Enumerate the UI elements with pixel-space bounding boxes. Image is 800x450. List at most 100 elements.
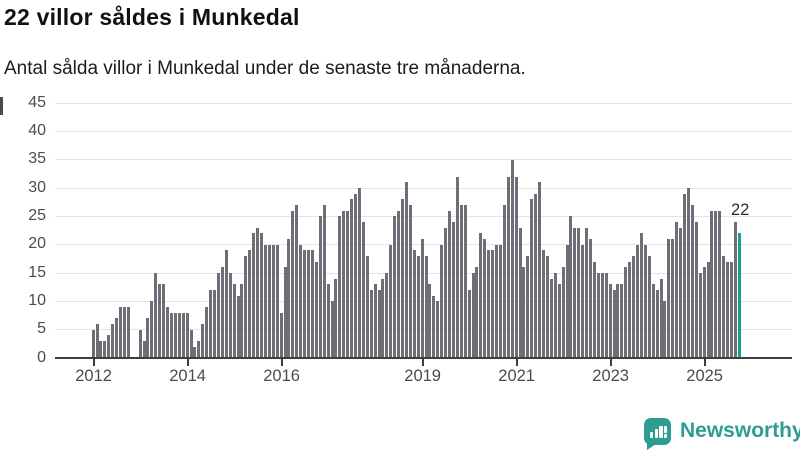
bar (655, 290, 659, 358)
x-tick-label: 2014 (169, 367, 206, 385)
bar (671, 239, 675, 358)
bar (244, 256, 248, 358)
icon-exclamation-dot (664, 434, 668, 438)
bar (581, 244, 585, 358)
chart-subtitle: Antal sålda villor i Munkedal under de s… (4, 58, 526, 79)
bar (342, 210, 346, 358)
bar (710, 210, 714, 358)
bar (651, 284, 655, 358)
icon-bar-small (650, 431, 654, 438)
bar (479, 233, 483, 358)
bar (498, 244, 502, 358)
newsworthy-wordmark: Newsworthy (680, 419, 800, 442)
bar (675, 222, 679, 358)
bar (475, 267, 479, 358)
bar (240, 284, 244, 358)
newsworthy-logo: Newsworthy (644, 414, 800, 450)
bar (412, 250, 416, 358)
bar (122, 307, 126, 358)
bar (616, 284, 620, 358)
x-axis-tick (515, 359, 518, 366)
x-tick-label: 2023 (592, 367, 629, 385)
bar (698, 273, 702, 358)
bar (549, 278, 553, 358)
y-tick-label: 25 (28, 206, 46, 224)
bar (726, 261, 730, 358)
bar (526, 256, 530, 358)
bar (197, 341, 201, 358)
bar (260, 233, 264, 358)
bar (448, 210, 452, 358)
bar (596, 273, 600, 358)
bar (283, 267, 287, 358)
bar (350, 199, 354, 358)
bar (146, 318, 150, 358)
bar (487, 250, 491, 358)
bar (103, 341, 107, 358)
bar (236, 295, 240, 358)
bar (702, 267, 706, 358)
bar (205, 307, 209, 358)
bar (318, 216, 322, 358)
bar (267, 244, 271, 358)
bar (495, 244, 499, 358)
grid-line (55, 102, 792, 104)
x-axis-tick (609, 359, 612, 366)
bar (201, 324, 205, 358)
bar (514, 176, 518, 358)
bar (577, 227, 581, 358)
bar (377, 290, 381, 358)
bar (142, 341, 146, 358)
bar (150, 301, 154, 358)
bar (158, 284, 162, 358)
y-tick-label: 35 (28, 150, 46, 168)
bar (604, 273, 608, 358)
bar (330, 301, 334, 358)
bar (177, 312, 181, 358)
y-tick-label: 10 (28, 291, 46, 309)
x-tick-label: 2012 (75, 367, 112, 385)
bar (169, 312, 173, 358)
bar (322, 205, 326, 358)
bar (471, 273, 475, 358)
bar (467, 290, 471, 358)
x-axis-line (55, 357, 792, 359)
bar (271, 244, 275, 358)
bar (181, 312, 185, 358)
bar (307, 250, 311, 358)
bar (428, 284, 432, 358)
bar (565, 244, 569, 358)
icon-exclamation-top (664, 425, 668, 433)
bar (111, 324, 115, 358)
bar (213, 290, 217, 358)
bar (561, 267, 565, 358)
bar (714, 210, 718, 358)
grid-line (55, 187, 792, 189)
bar (166, 307, 170, 358)
bar (451, 222, 455, 358)
bar (99, 341, 103, 358)
x-tick-label: 2019 (404, 367, 441, 385)
bar (91, 329, 95, 358)
x-tick-label: 2021 (498, 367, 535, 385)
bar (592, 261, 596, 358)
grid-line (55, 159, 792, 161)
y-tick-label: 45 (28, 93, 46, 111)
bar (185, 312, 189, 358)
bar (506, 176, 510, 358)
bar (401, 199, 405, 358)
bar (455, 176, 459, 358)
bar (115, 318, 119, 358)
x-tick-label: 2025 (686, 367, 723, 385)
y-tick-label: 40 (28, 121, 46, 139)
bar (542, 250, 546, 358)
x-axis-tick (703, 359, 706, 366)
bar (126, 307, 130, 358)
bar (483, 239, 487, 358)
bar (373, 284, 377, 358)
bar (491, 250, 495, 358)
bar (690, 205, 694, 358)
bar (628, 261, 632, 358)
bar (534, 193, 538, 358)
y-axis-top-tick (0, 97, 3, 115)
